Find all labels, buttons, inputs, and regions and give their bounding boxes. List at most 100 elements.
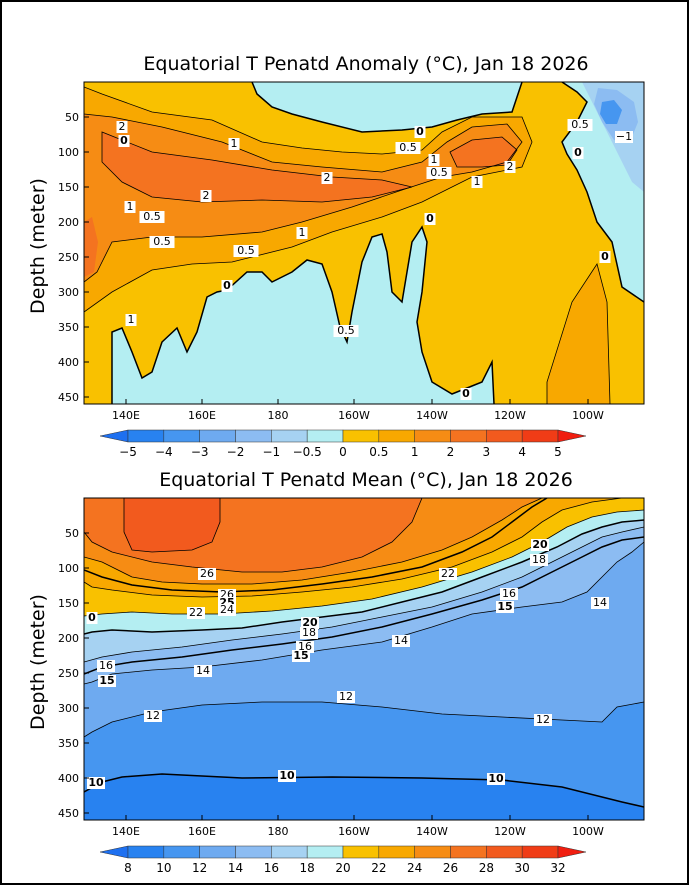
top-contour-label: 1 <box>128 313 135 326</box>
bottom-y-tick-label: 200 <box>58 632 79 645</box>
bottom-y-tick-label: 250 <box>58 667 79 680</box>
top-contour-label: 2 <box>119 120 126 133</box>
bottom-contour-labels: 2626252422201816151422201816151416151412… <box>86 538 609 789</box>
bottom-colorbar-low-arrow <box>99 845 129 859</box>
top-contour-label: 0.5 <box>430 166 448 179</box>
bottom-contour-label: 20 <box>532 538 548 551</box>
top-contour-label: 0 <box>426 212 434 225</box>
bottom-contour-label-bg <box>534 714 552 726</box>
bottom-contour-25 <box>84 498 548 593</box>
bottom-x-tick-label: 120W <box>494 825 526 838</box>
bottom-y-tick-label: 50 <box>65 527 79 540</box>
top-colorbar-tick-label: −1 <box>262 445 280 459</box>
top-contour-east-warm <box>546 263 611 404</box>
bottom-y-tick-label: 150 <box>58 597 79 610</box>
top-contour-label-bg <box>200 190 212 202</box>
top-y-tick-label: 50 <box>65 111 79 124</box>
top-contour-label-bg <box>116 121 128 133</box>
bottom-contour-label-bg <box>392 635 410 647</box>
top-contour-label-bg <box>471 176 483 188</box>
top-contour-label-bg <box>233 245 259 257</box>
top-contour-label-bg <box>615 131 633 143</box>
bottom-contour-24 <box>84 498 623 598</box>
top-colorbar-low-arrow <box>99 429 129 443</box>
bottom-contour-label: 14 <box>394 634 408 647</box>
bottom-contour-10 <box>84 773 644 808</box>
bottom-colorbar-tick-label: 12 <box>192 861 207 875</box>
top-contour-1 <box>84 113 523 283</box>
bottom-contour-label: 15 <box>293 649 308 662</box>
bottom-colorbar-segment <box>163 845 200 859</box>
bottom-contour-label: 14 <box>196 664 210 677</box>
top-colorbar-high-arrow <box>557 429 587 443</box>
bottom-contour-label-bg <box>97 660 115 672</box>
top-contour-label: 0 <box>120 134 128 147</box>
top-colorbar-tick-label: −4 <box>155 445 173 459</box>
bottom-contour-28 <box>84 498 423 573</box>
top-region-2 <box>102 132 412 202</box>
top-contour-label-bg <box>567 119 593 131</box>
bottom-colorbar-tick-label: 22 <box>371 861 386 875</box>
top-colorbar-tick-label: 0 <box>339 445 347 459</box>
top-contour-label: 0 <box>574 146 582 159</box>
top-contour-label: 0 <box>416 125 424 138</box>
bottom-contour-label: 12 <box>146 709 160 722</box>
top-y-ticks: 50 100 150 200 250 300 350 400 450 <box>58 111 89 404</box>
top-region-neg-upper <box>252 82 522 132</box>
top-colorbar-segment <box>235 429 272 443</box>
top-contour-label-bg <box>504 161 516 173</box>
top-contour-label-bg <box>221 280 233 292</box>
bottom-contour-label: 18 <box>302 626 316 639</box>
bottom-colorbar-segment <box>414 845 451 859</box>
bottom-colorbar-segment <box>127 845 165 859</box>
top-colorbar-tick-label: −0.5 <box>293 445 322 459</box>
top-chart-title: Equatorial T Penatd Anomaly (°C), Jan 18… <box>143 53 588 75</box>
top-colorbar-segment <box>342 429 380 443</box>
top-colorbar-segment <box>450 429 487 443</box>
bottom-colorbar-segment <box>486 845 523 859</box>
bottom-contour-label: 22 <box>441 567 455 580</box>
top-region-2b <box>450 137 517 167</box>
bottom-colorbar-segment <box>235 845 272 859</box>
bottom-colorbar-segment <box>450 845 487 859</box>
bottom-colorbar-segment <box>199 845 236 859</box>
top-contour-label: 1 <box>299 226 306 239</box>
top-contour-2b <box>449 136 518 168</box>
top-contour-2 <box>101 131 413 203</box>
bottom-contour-label-bg <box>500 588 518 600</box>
bottom-colorbar-segment <box>271 845 308 859</box>
bottom-contour-label-bg <box>194 665 212 677</box>
top-colorbar-tick-label: −5 <box>119 445 137 459</box>
bottom-contour-14 <box>84 541 644 685</box>
bottom-colorbar-tick-label: 30 <box>515 861 530 875</box>
bottom-colorbar-tick-label: 28 <box>479 861 494 875</box>
bottom-contour-label: 16 <box>298 640 312 653</box>
bottom-colorbar-tick-label: 8 <box>124 861 132 875</box>
top-x-tick-label: 180 <box>268 409 289 422</box>
top-contour-label-bg <box>228 138 240 150</box>
top-contour-label: −1 <box>616 130 632 143</box>
bottom-x-tick-label: 160W <box>338 825 370 838</box>
bottom-colorbar-segment <box>306 845 344 859</box>
top-contour-label-bg <box>428 154 440 166</box>
bottom-colorbar: 8 10 12 14 16 18 20 22 24 26 28 30 32 <box>99 845 587 875</box>
top-colorbar-segment <box>271 429 308 443</box>
bottom-x-tick-label: 100W <box>572 825 604 838</box>
top-colorbar-segment <box>486 429 523 443</box>
top-contour-05 <box>84 86 533 313</box>
top-x-tick-label: 160E <box>188 409 216 422</box>
bottom-field <box>84 498 644 820</box>
bottom-contour-label-bg <box>98 675 116 687</box>
top-contour-label-bg <box>414 126 426 138</box>
bottom-contour-label: 22 <box>189 606 203 619</box>
top-contour-label: 2 <box>324 171 331 184</box>
bottom-contour-label: 24 <box>220 603 234 616</box>
top-contour-east <box>561 82 644 303</box>
bottom-contour-20 <box>84 519 644 635</box>
bottom-y-tick-label: 100 <box>58 562 79 575</box>
top-contour-label-bg <box>296 227 308 239</box>
bottom-contour-label-bg <box>439 568 457 580</box>
bottom-contour-label: 16 <box>502 587 516 600</box>
top-contour-label: 0.5 <box>237 244 255 257</box>
top-colorbar-segment <box>378 429 415 443</box>
